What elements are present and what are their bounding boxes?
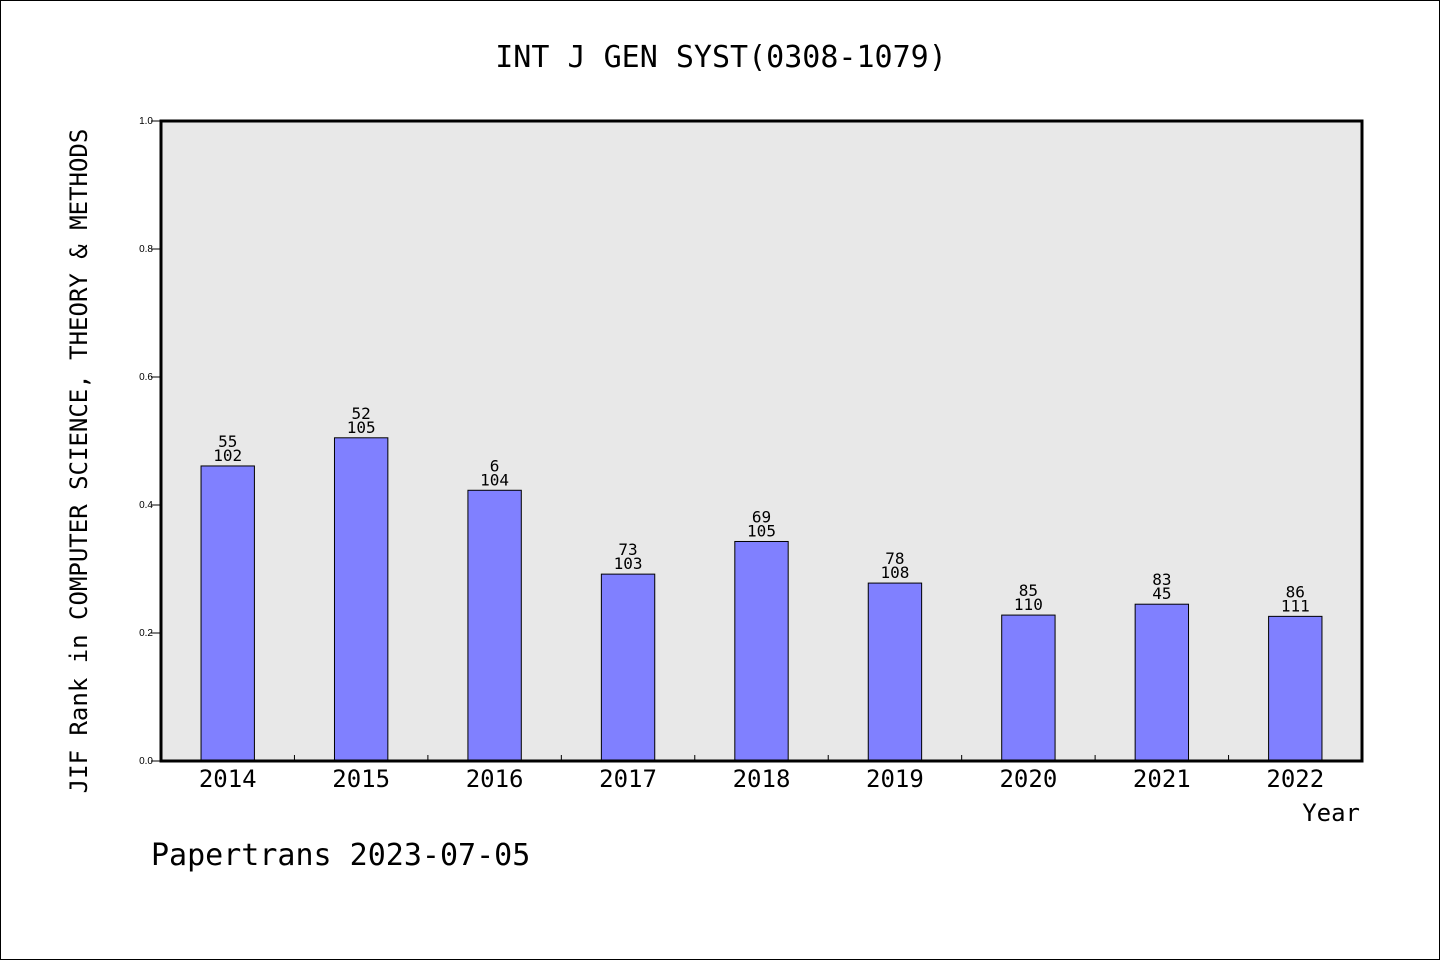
bar-2018 [734, 540, 789, 762]
bar-total-label-2018: 105 [747, 521, 776, 540]
bar-2016 [467, 489, 522, 762]
y-axis-label: JIF Rank in COMPUTER SCIENCE, THEORY & M… [65, 129, 93, 794]
bar-rank-label-2017: 73 [618, 540, 637, 559]
bar-2017 [600, 573, 656, 762]
bar-2019 [867, 582, 923, 762]
footer-credit: Papertrans 2023-07-05 [151, 838, 530, 873]
y-tick-label-1.0: 1.0 [139, 116, 153, 127]
bar-total-label-2020: 110 [1014, 595, 1043, 614]
y-tick-label-0.4: 0.4 [139, 500, 153, 511]
y-tick-label-0.8: 0.8 [139, 244, 153, 255]
x-ticks-group: 2014 2015 2016 2017 2018 2019 2020 2021 2022 [199, 755, 1324, 793]
x-tick-label-2014: 2014 [199, 765, 257, 793]
y-tick-label-0.0: 0.0 [139, 756, 153, 767]
plot-border [159, 119, 1364, 763]
bar-total-label-2017: 103 [614, 554, 643, 573]
bar-total-label-2021: 45 [1152, 584, 1171, 603]
bar-rank-label-2021: 83 [1152, 570, 1171, 589]
chart-title: INT J GEN SYST(0308-1079) [495, 40, 947, 75]
bar-total-label-2019: 108 [880, 563, 909, 582]
x-tick-label-2021: 2021 [1133, 765, 1191, 793]
bar-2014 [200, 465, 255, 762]
y-tick-label-0.6: 0.6 [139, 372, 153, 383]
bar-total-label-2022: 111 [1281, 596, 1310, 615]
bar-rank-label-2020: 85 [1019, 581, 1038, 600]
bar-total-label-2014: 102 [213, 446, 242, 465]
bar-total-label-2016: 104 [480, 470, 509, 489]
x-tick-label-2019: 2019 [866, 765, 924, 793]
y-tick-label-0.2: 0.2 [139, 628, 153, 639]
bar-2015 [333, 437, 389, 762]
bar-2020 [1001, 614, 1056, 762]
bar-2021 [1134, 603, 1190, 762]
bar-rank-label-2015: 52 [352, 404, 371, 423]
x-axis-label: Year [1302, 799, 1360, 827]
x-tick-label-2018: 2018 [733, 765, 791, 793]
bar-rank-label-2014: 55 [218, 432, 237, 451]
x-tick-label-2016: 2016 [466, 765, 524, 793]
x-tick-label-2015: 2015 [332, 765, 390, 793]
y-ticks-group: 0.0 0.2 0.4 0.6 0.8 1.0 [139, 116, 161, 767]
x-tick-label-2022: 2022 [1266, 765, 1324, 793]
bar-rank-label-2019: 78 [885, 549, 904, 568]
bar-rank-label-2022: 86 [1286, 582, 1305, 601]
bar-rank-label-2018: 69 [752, 507, 771, 526]
x-tick-label-2017: 2017 [599, 765, 657, 793]
bar-2022 [1268, 615, 1323, 762]
x-tick-label-2020: 2020 [999, 765, 1057, 793]
bar-rank-label-2016: 6 [490, 456, 500, 475]
bar-total-label-2015: 105 [347, 418, 376, 437]
